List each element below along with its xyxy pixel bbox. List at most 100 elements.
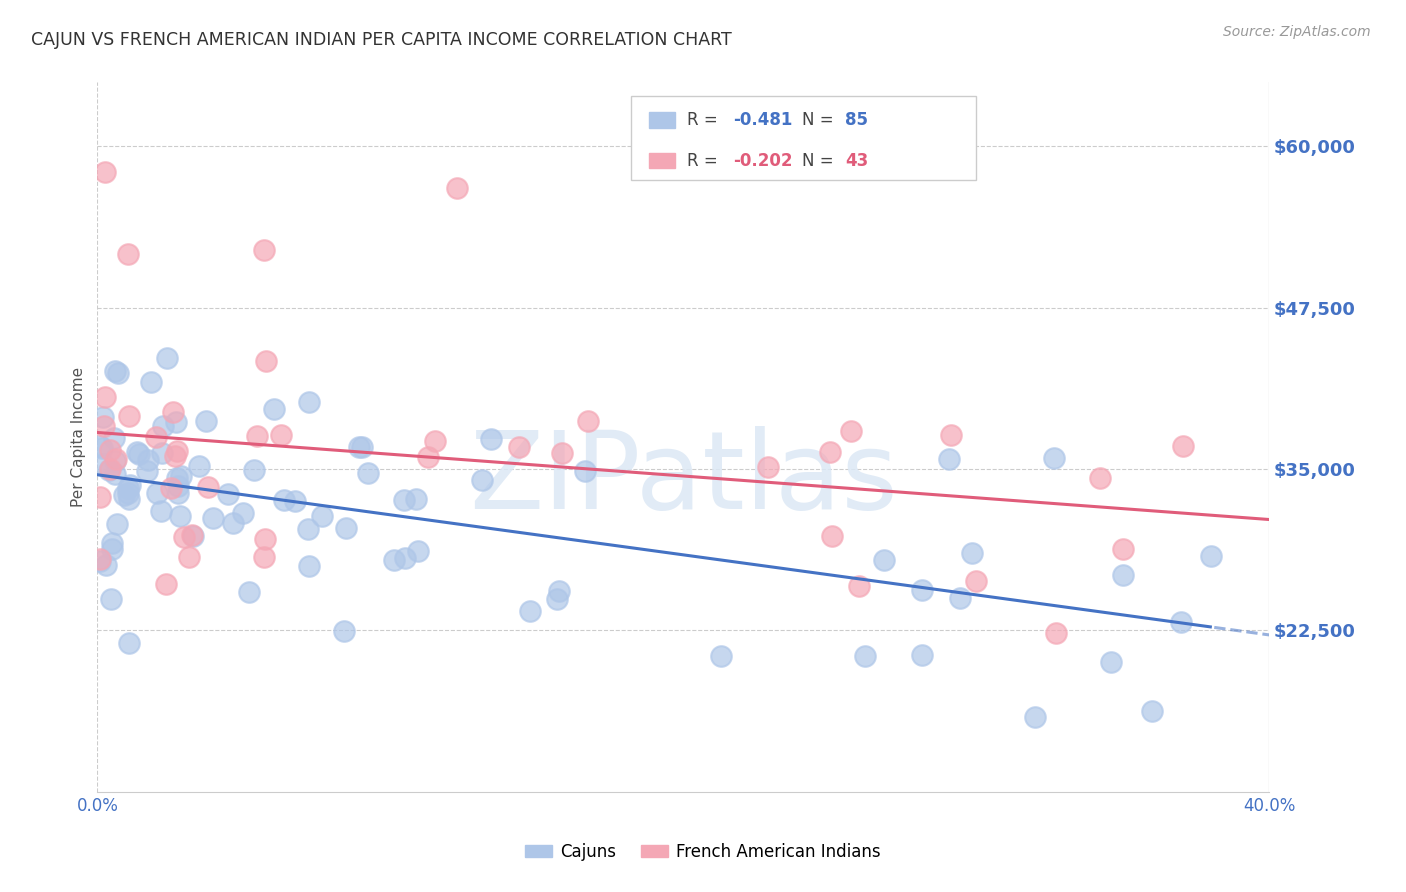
Point (853, 648, 876, 663)
Point (1111, 567, 1133, 582)
Point (284, 494, 307, 508)
Point (311, 509, 333, 524)
Point (197, 480, 219, 494)
Point (1099, 655, 1122, 669)
Point (136, 453, 159, 467)
Point (939, 428, 962, 442)
Point (270, 428, 292, 442)
Point (139, 375, 162, 389)
Point (202, 511, 225, 525)
Point (333, 624, 356, 638)
Point (405, 491, 427, 506)
Point (104, 467, 127, 481)
Point (576, 414, 599, 428)
Point (117, 481, 139, 495)
Point (347, 440, 370, 454)
Text: 43: 43 (845, 152, 868, 169)
Point (173, 530, 195, 544)
Point (1045, 625, 1067, 640)
Point (103, 432, 125, 446)
Point (112, 488, 135, 502)
Point (118, 409, 141, 424)
Point (98, 443, 121, 458)
Text: CAJUN VS FRENCH AMERICAN INDIAN PER CAPITA INCOME CORRELATION CHART: CAJUN VS FRENCH AMERICAN INDIAN PER CAPI… (31, 31, 731, 49)
Point (91, 457, 114, 471)
Point (194, 414, 217, 428)
Point (873, 553, 896, 567)
Point (508, 440, 530, 454)
Point (253, 549, 276, 564)
Point (167, 479, 190, 493)
Point (98, 462, 121, 476)
Point (551, 446, 574, 460)
Point (273, 493, 295, 508)
Point (94, 390, 117, 404)
Point (911, 582, 934, 597)
Legend: Cajuns, French American Indians: Cajuns, French American Indians (519, 837, 887, 868)
Point (159, 481, 181, 495)
Point (166, 470, 188, 484)
Point (104, 452, 127, 467)
Point (162, 405, 184, 419)
Point (418, 450, 440, 464)
Point (243, 463, 266, 477)
Point (101, 535, 124, 549)
Point (166, 444, 188, 458)
Point (107, 366, 129, 380)
Point (839, 424, 862, 438)
Text: 85: 85 (845, 112, 868, 129)
Point (118, 492, 141, 507)
Point (89, 552, 111, 566)
Point (394, 492, 416, 507)
Point (97, 463, 120, 477)
Point (298, 558, 321, 573)
Point (335, 521, 357, 535)
Point (246, 429, 269, 443)
Point (1024, 710, 1046, 724)
Point (166, 486, 188, 500)
Point (547, 583, 569, 598)
Point (949, 591, 972, 605)
Point (818, 445, 841, 459)
Point (169, 469, 191, 483)
Point (408, 544, 430, 558)
Point (181, 528, 204, 542)
Point (350, 440, 373, 454)
Point (187, 458, 209, 473)
Point (128, 447, 150, 461)
Point (218, 487, 240, 501)
Point (117, 247, 139, 261)
Point (96, 558, 118, 572)
Point (425, 434, 447, 448)
Point (546, 591, 568, 606)
Point (89, 554, 111, 568)
Text: R =: R = (686, 112, 723, 129)
Point (155, 577, 177, 591)
Point (960, 546, 983, 560)
Y-axis label: Per Capita Income: Per Capita Income (72, 367, 86, 507)
Point (136, 464, 159, 478)
Text: N =: N = (801, 112, 838, 129)
Point (382, 553, 405, 567)
Point (181, 528, 204, 542)
Point (145, 429, 167, 443)
Text: R =: R = (686, 152, 723, 169)
FancyBboxPatch shape (650, 112, 675, 128)
Point (253, 533, 276, 547)
Point (297, 522, 319, 536)
Point (177, 550, 200, 565)
Point (848, 578, 870, 592)
Point (519, 604, 541, 618)
Point (120, 477, 142, 491)
FancyBboxPatch shape (630, 96, 976, 180)
Point (710, 648, 733, 663)
Point (146, 486, 169, 500)
Point (1170, 615, 1192, 629)
Point (169, 508, 191, 523)
FancyBboxPatch shape (650, 153, 675, 169)
Point (1088, 471, 1111, 485)
Point (394, 551, 416, 566)
Point (574, 464, 596, 478)
Point (756, 460, 779, 475)
Point (93, 419, 115, 434)
